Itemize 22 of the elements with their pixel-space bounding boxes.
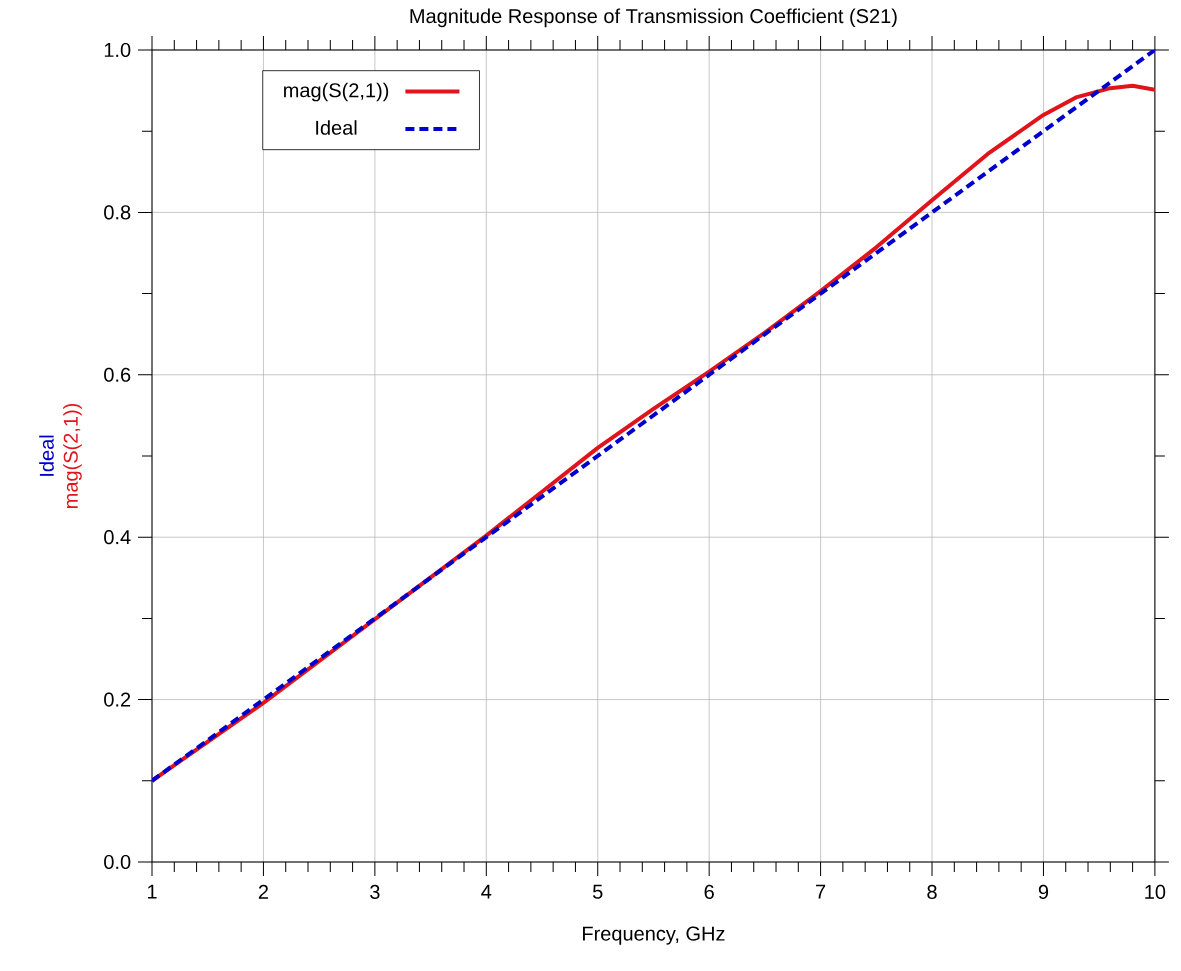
x-tick-label: 6 bbox=[704, 884, 714, 899]
y-tick-label: 0.6 bbox=[104, 367, 131, 382]
y-tick-label: 0.8 bbox=[104, 205, 131, 220]
y-tick-label: 0.4 bbox=[104, 530, 131, 545]
y-tick-label: 1.0 bbox=[104, 42, 131, 58]
y-tick-label: 0.0 bbox=[104, 854, 131, 870]
text: Ideal bbox=[39, 435, 54, 476]
x-tick-label: 3 bbox=[370, 884, 380, 899]
text: mag(S(2,1)) bbox=[63, 403, 82, 508]
x-tick-label: 2 bbox=[258, 884, 268, 899]
x-tick-label: 1 bbox=[147, 884, 157, 899]
chart-title: Magnitude Response of Transmission Coefficient (S21) bbox=[410, 8, 897, 28]
legend-label: mag(S(2,1)) bbox=[284, 82, 389, 102]
x-tick-label: 4 bbox=[481, 884, 492, 899]
x-tick-label: 7 bbox=[816, 884, 826, 899]
x-tick-label: 8 bbox=[927, 884, 937, 899]
text: Ideal bbox=[316, 120, 357, 135]
x-axis-title: Frequency, GHz bbox=[583, 926, 725, 945]
x-tick-label: 5 bbox=[592, 884, 603, 899]
x-tick-label: 10 bbox=[1145, 884, 1166, 899]
y-tick-label: 0.2 bbox=[104, 692, 131, 707]
x-tick-label: 9 bbox=[1038, 884, 1049, 899]
